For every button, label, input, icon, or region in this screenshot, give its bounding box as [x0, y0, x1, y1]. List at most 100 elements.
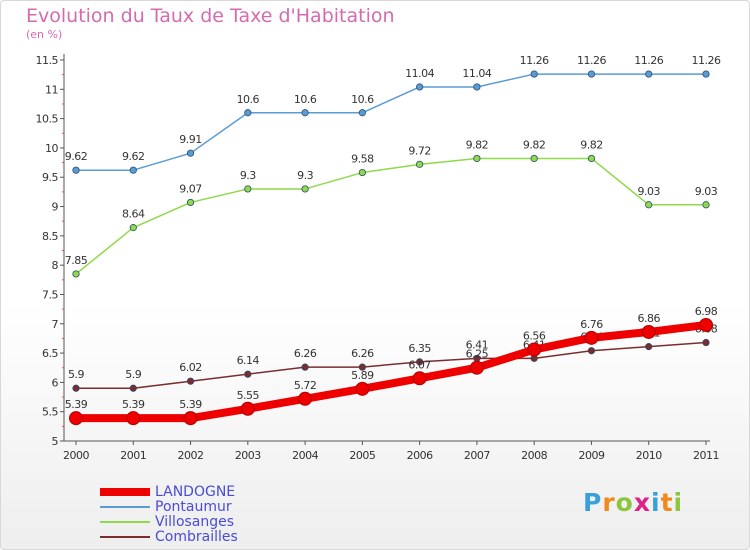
- data-label-villosanges: 9.72: [408, 144, 431, 157]
- data-point-landogne: [527, 342, 542, 357]
- data-label-landogne: 5.39: [179, 398, 202, 411]
- data-point-pontaumur: [72, 166, 80, 174]
- data-point-pontaumur: [645, 70, 653, 78]
- y-tick-label: 11: [45, 83, 58, 96]
- data-point-combrailles: [358, 363, 366, 371]
- data-label-pontaumur: 9.62: [122, 150, 145, 163]
- data-point-combrailles: [587, 347, 596, 355]
- data-label-villosanges: 9.82: [523, 138, 546, 151]
- data-label-combrailles: 6.26: [351, 347, 374, 360]
- logo-letter: i: [651, 488, 661, 517]
- legend-swatch-villosanges: [100, 521, 150, 523]
- data-point-villosanges: [301, 185, 309, 193]
- x-tick-label: 2003: [235, 449, 261, 462]
- data-point-landogne: [641, 324, 656, 339]
- data-label-pontaumur: 11.04: [462, 67, 491, 80]
- data-label-landogne: 5.39: [65, 398, 88, 411]
- legend-label-combrailles: Combrailles: [155, 529, 238, 545]
- data-label-pontaumur: 9.62: [65, 150, 88, 163]
- data-point-landogne: [183, 411, 198, 426]
- y-tick-label: 6: [52, 376, 59, 389]
- data-label-pontaumur: 10.6: [351, 93, 374, 106]
- data-label-villosanges: 9.3: [240, 169, 256, 182]
- x-tick-label: 2006: [407, 449, 433, 462]
- data-point-combrailles: [129, 384, 137, 392]
- data-point-villosanges: [244, 185, 252, 193]
- data-point-combrailles: [702, 338, 710, 347]
- data-point-landogne: [412, 371, 427, 386]
- x-tick-label: 2002: [178, 449, 204, 462]
- data-label-villosanges: 9.07: [179, 182, 202, 195]
- data-label-pontaumur: 11.26: [634, 54, 663, 67]
- data-label-villosanges: 9.58: [351, 153, 374, 166]
- data-label-landogne: 6.25: [466, 348, 489, 361]
- data-label-combrailles: 6.41: [466, 338, 489, 351]
- data-point-combrailles: [72, 384, 80, 392]
- data-label-landogne: 6.56: [523, 330, 546, 343]
- logo-letter: x: [633, 488, 651, 517]
- data-label-pontaumur: 11.26: [692, 54, 721, 67]
- proxiti-logo: Proxiti: [583, 488, 683, 517]
- x-tick-label: 2005: [349, 449, 375, 462]
- data-point-pontaumur: [587, 70, 596, 78]
- data-label-landogne: 5.72: [294, 379, 317, 392]
- data-label-pontaumur: 9.91: [179, 133, 202, 146]
- data-label-landogne: 6.86: [637, 312, 660, 325]
- logo-letter: P: [583, 488, 603, 517]
- data-point-villosanges: [72, 270, 80, 278]
- data-point-villosanges: [645, 201, 653, 209]
- x-tick-label: 2000: [63, 449, 89, 462]
- series-line-pontaumur: [75, 73, 707, 171]
- data-point-pontaumur: [358, 109, 366, 117]
- y-tick-label: 7.5: [42, 288, 58, 301]
- data-label-villosanges: 9.03: [637, 185, 660, 198]
- y-tick-label: 9: [52, 201, 59, 214]
- data-label-landogne: 6.76: [580, 318, 603, 331]
- y-tick-label: 5.5: [42, 406, 58, 419]
- y-tick-label: 8: [52, 259, 59, 272]
- y-tick-label: 8.5: [42, 230, 58, 243]
- data-label-landogne: 5.55: [237, 389, 260, 402]
- data-point-combrailles: [244, 370, 252, 378]
- data-label-pontaumur: 11.04: [405, 67, 434, 80]
- data-point-villosanges: [530, 154, 538, 163]
- chart-title: Evolution du Taux de Taxe d'Habitation: [26, 5, 395, 27]
- data-label-combrailles: 6.26: [294, 347, 317, 360]
- data-point-villosanges: [129, 224, 137, 232]
- data-label-villosanges: 9.82: [466, 138, 489, 151]
- data-label-villosanges: 8.64: [122, 208, 145, 221]
- y-tick-label: 10: [45, 142, 58, 155]
- legend-swatch-pontaumur: [100, 506, 150, 508]
- data-label-villosanges: 7.85: [65, 254, 88, 267]
- legend-swatch-combrailles: [100, 536, 150, 538]
- legend-label-villosanges: Villosanges: [155, 514, 235, 530]
- x-tick-label: 2011: [693, 449, 719, 462]
- data-point-villosanges: [587, 154, 596, 163]
- logo-letter: i: [673, 488, 684, 517]
- data-label-combrailles: 6.14: [237, 354, 260, 367]
- data-label-combrailles: 5.9: [68, 368, 84, 381]
- data-label-combrailles: 6.35: [408, 342, 431, 355]
- data-point-pontaumur: [129, 166, 137, 174]
- data-point-pontaumur: [473, 83, 481, 91]
- legend-label-pontaumur: Pontaumur: [155, 499, 232, 515]
- x-tick-label: 2010: [636, 449, 662, 462]
- data-point-combrailles: [186, 377, 195, 385]
- data-point-landogne: [584, 330, 599, 345]
- y-tick-label: 9.5: [42, 171, 58, 184]
- data-label-landogne: 5.39: [122, 398, 145, 411]
- y-tick-label: 11.5: [36, 54, 59, 67]
- y-tick-label: 5: [52, 435, 59, 448]
- data-point-villosanges: [358, 168, 366, 177]
- x-tick-label: 2009: [578, 449, 604, 462]
- data-point-villosanges: [186, 198, 195, 207]
- logo-letter: o: [615, 488, 634, 517]
- data-point-landogne: [355, 381, 370, 396]
- logo-letter: t: [660, 488, 674, 517]
- data-point-pontaumur: [530, 70, 538, 78]
- data-point-villosanges: [473, 154, 481, 163]
- y-tick-label: 6.5: [42, 347, 58, 360]
- data-point-landogne: [126, 411, 141, 426]
